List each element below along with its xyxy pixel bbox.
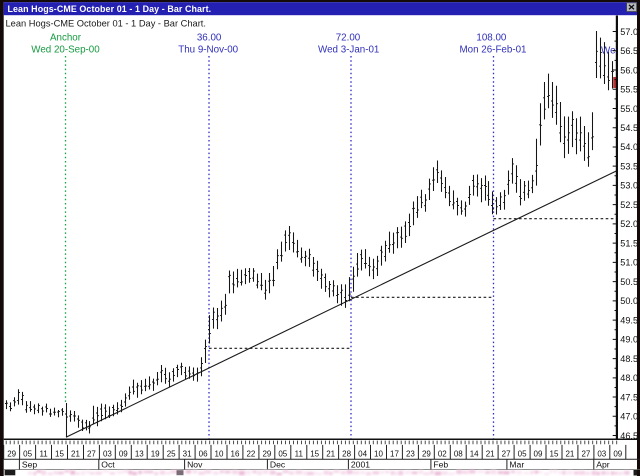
svg-text:50.0: 50.0 [620,296,638,306]
svg-text:Apr: Apr [596,459,610,469]
svg-text:15: 15 [550,449,559,458]
svg-text:52.0: 52.0 [620,219,638,229]
svg-text:Sep: Sep [22,459,38,469]
svg-text:56.5: 56.5 [620,46,638,56]
svg-text:17: 17 [390,449,399,458]
svg-text:15: 15 [55,449,64,458]
svg-text:21: 21 [565,449,574,458]
svg-text:19: 19 [151,449,160,458]
svg-text:09: 09 [613,449,622,458]
svg-text:Mon 26-Feb-01: Mon 26-Feb-01 [460,45,527,56]
svg-text:47.0: 47.0 [620,412,638,422]
svg-text:25: 25 [167,449,176,458]
svg-text:57.0: 57.0 [620,27,638,37]
svg-text:46.5: 46.5 [620,431,638,441]
svg-text:53.0: 53.0 [620,181,638,191]
svg-text:16: 16 [231,449,240,458]
svg-text:21: 21 [486,449,495,458]
svg-text:10: 10 [215,449,224,458]
svg-text:Lean Hogs-CME October 01 - 1 D: Lean Hogs-CME October 01 - 1 Day - Bar C… [6,19,206,29]
svg-text:10: 10 [374,449,383,458]
svg-text:108.00: 108.00 [476,32,507,43]
svg-text:2001: 2001 [351,459,370,469]
svg-text:56.0: 56.0 [620,65,638,75]
svg-text:27: 27 [502,449,511,458]
svg-text:13: 13 [135,449,144,458]
svg-text:54.5: 54.5 [620,123,638,133]
svg-text:27: 27 [581,449,590,458]
svg-text:08: 08 [454,449,463,458]
svg-text:55.0: 55.0 [620,104,638,114]
svg-text:04: 04 [358,449,367,458]
svg-text:72.00: 72.00 [336,32,361,43]
svg-text:50.5: 50.5 [620,277,638,287]
svg-text:03: 03 [597,449,606,458]
svg-text:29: 29 [262,449,271,458]
svg-text:49.0: 49.0 [620,335,638,345]
svg-text:28: 28 [342,449,351,458]
svg-text:52.5: 52.5 [620,200,638,210]
svg-text:06: 06 [199,449,208,458]
svg-text:Anchor: Anchor [50,32,82,43]
svg-text:02: 02 [438,449,447,458]
svg-text:21: 21 [326,449,335,458]
svg-text:Wed 20-Sep-00: Wed 20-Sep-00 [31,45,100,56]
svg-text:03: 03 [103,449,112,458]
svg-text:53.5: 53.5 [620,162,638,172]
svg-text:11: 11 [295,449,304,458]
svg-text:Mar: Mar [509,459,524,469]
svg-text:11: 11 [39,449,48,458]
svg-text:05: 05 [518,449,527,458]
svg-text:47.5: 47.5 [620,392,638,402]
svg-text:51.5: 51.5 [620,238,638,248]
svg-text:29: 29 [7,449,16,458]
svg-text:27: 27 [87,449,96,458]
svg-text:15: 15 [310,449,319,458]
svg-text:54.0: 54.0 [620,142,638,152]
svg-text:49.5: 49.5 [620,315,638,325]
svg-text:48.0: 48.0 [620,373,638,383]
svg-text:31: 31 [183,449,192,458]
svg-text:14: 14 [470,449,479,458]
svg-text:05: 05 [23,449,32,458]
svg-text:Oct: Oct [101,459,115,469]
svg-text:Thu 9-Nov-00: Thu 9-Nov-00 [178,45,238,56]
svg-text:05: 05 [278,449,287,458]
svg-text:09: 09 [534,449,543,458]
svg-text:We: We [601,46,616,57]
svg-text:Feb: Feb [433,459,448,469]
svg-text:09: 09 [119,449,128,458]
svg-text:Lean Hogs-CME October 01 - 1 D: Lean Hogs-CME October 01 - 1 Day - Bar C… [8,4,212,14]
svg-text:21: 21 [71,449,80,458]
svg-text:Dec: Dec [270,459,286,469]
svg-text:51.0: 51.0 [620,258,638,268]
svg-text:23: 23 [406,449,415,458]
svg-text:36.00: 36.00 [197,32,222,43]
svg-text:48.5: 48.5 [620,354,638,364]
svg-text:29: 29 [422,449,431,458]
svg-text:Nov: Nov [187,459,203,469]
svg-text:55.5: 55.5 [620,85,638,95]
svg-text:Wed 3-Jan-01: Wed 3-Jan-01 [318,45,379,56]
svg-text:22: 22 [246,449,255,458]
